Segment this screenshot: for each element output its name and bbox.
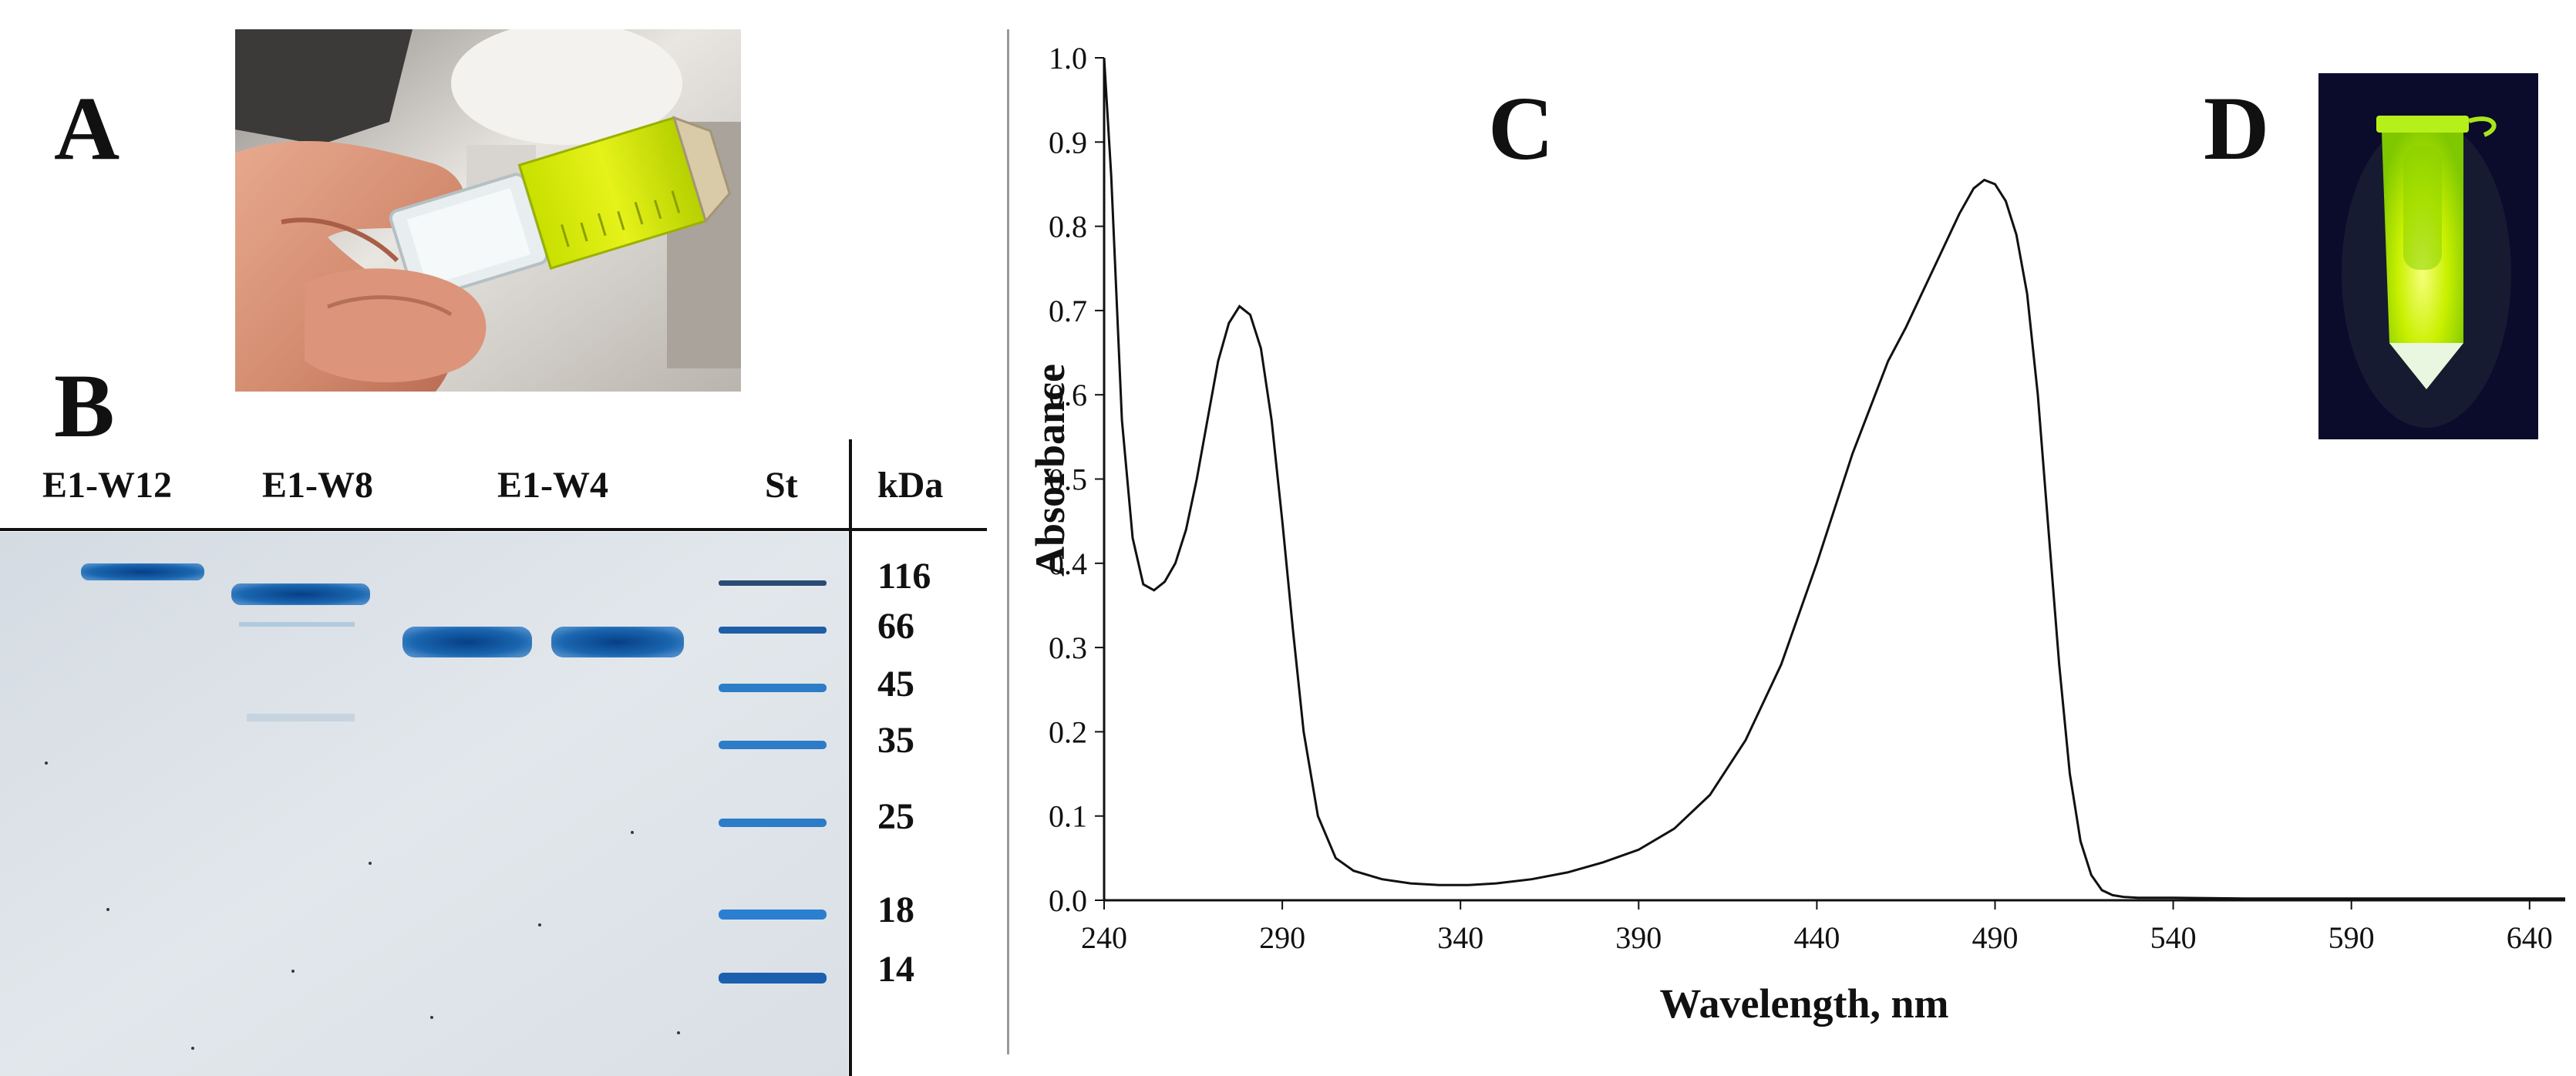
marker-18: 18 <box>877 889 914 930</box>
standard-ladder <box>719 580 827 984</box>
band-e1-w12 <box>81 563 204 580</box>
panel-d-label: D <box>2204 78 2270 179</box>
x-tick-label: 290 <box>1259 920 1305 955</box>
marker-14: 14 <box>877 949 914 990</box>
x-axis-title: Wavelength, nm <box>1659 980 1948 1027</box>
x-tick-label: 440 <box>1793 920 1840 955</box>
y-tick-label: 0.2 <box>1049 715 1087 749</box>
y-tick-label: 0.7 <box>1049 294 1087 328</box>
lane-label-e1-w8: E1-W8 <box>262 465 373 506</box>
panel-c-label: C <box>1488 78 1554 179</box>
marker-116: 116 <box>877 556 931 597</box>
y-tick-label: 0.9 <box>1049 125 1087 160</box>
x-tick-label: 340 <box>1437 920 1483 955</box>
y-tick-label: 0.5 <box>1049 462 1087 497</box>
y-axis-title: Absorbance <box>1027 364 1073 577</box>
lane-label-e1-w12: E1-W12 <box>42 465 172 506</box>
x-tick-label: 540 <box>2150 920 2197 955</box>
y-tick-label: 0.0 <box>1049 883 1087 918</box>
y-tick-label: 0.1 <box>1049 799 1087 834</box>
panel-d-fluorescent-tube-photo <box>2318 73 2538 439</box>
y-tick-label: 1.0 <box>1049 41 1087 76</box>
panel-b-label: B <box>54 355 115 456</box>
marker-66: 66 <box>877 606 914 647</box>
marker-35: 35 <box>877 720 914 761</box>
marker-25: 25 <box>877 796 914 837</box>
x-tick-label: 590 <box>2329 920 2375 955</box>
x-tick-label: 390 <box>1615 920 1662 955</box>
y-tick-label: 0.8 <box>1049 210 1087 244</box>
panel-a-label: A <box>54 78 120 179</box>
panel-divider <box>1007 29 1009 1054</box>
unit-label-kda: kDa <box>877 465 944 506</box>
x-tick-label: 640 <box>2507 920 2553 955</box>
panel-b-gel: E1-W12 E1-W8 E1-W4 St kDa <box>0 432 1002 1076</box>
band-e1-w4-a <box>402 627 532 657</box>
panel-c-chart: 240 290 340 390 440 490 540 590 640 0.0 0.1 0.2 0.3 0… <box>1027 41 2565 1027</box>
lane-label-standard: St <box>765 465 798 506</box>
band-e1-w4-b <box>551 627 684 657</box>
y-tick-label: 0.6 <box>1049 378 1087 412</box>
band-e1-w8 <box>231 583 370 605</box>
series-absorbance-line <box>1103 57 2565 900</box>
y-tick-label: 0.4 <box>1049 546 1087 581</box>
y-tick-label: 0.3 <box>1049 630 1087 665</box>
lane-label-e1-w4: E1-W4 <box>497 465 608 506</box>
x-tick-label: 240 <box>1081 920 1127 955</box>
x-tick-label: 490 <box>1972 920 2018 955</box>
marker-45: 45 <box>877 664 914 704</box>
panel-a-cuvette-photo <box>235 29 741 392</box>
